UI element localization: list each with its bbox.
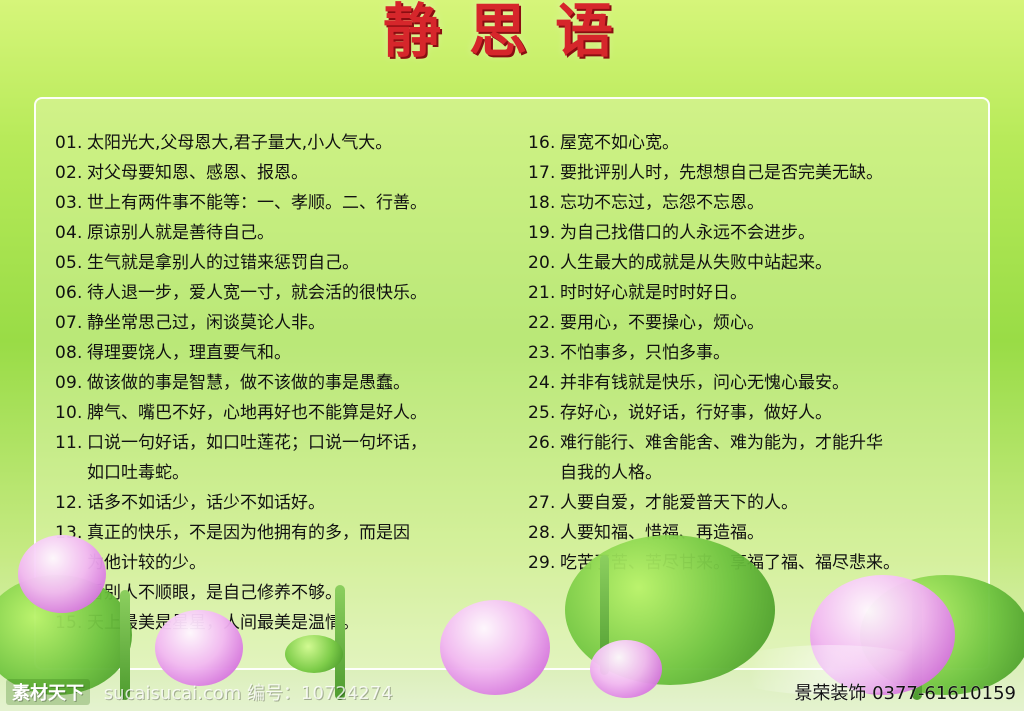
quote-number: 08.	[55, 343, 83, 363]
quote-text: 话多不如话少，话少不如话好。	[87, 493, 325, 513]
quote-item: 06. 待人退一步，爱人宽一寸，就会活的很快乐。	[55, 278, 515, 308]
quote-number: 22.	[528, 313, 556, 333]
quote-item: 19. 为自己找借口的人永远不会进步。	[528, 218, 988, 248]
quote-number: 27.	[528, 493, 556, 513]
quote-number: 24.	[528, 373, 556, 393]
quote-text: 要批评别人时，先想想自己是否完美无缺。	[560, 163, 883, 183]
quote-number: 01.	[55, 133, 83, 153]
quote-item: 18. 忘功不忘过，忘怨不忘恩。	[528, 188, 988, 218]
quote-text: 得理要饶人，理直要气和。	[87, 343, 291, 363]
quote-item: 20. 人生最大的成就是从失败中站起来。	[528, 248, 988, 278]
quote-continuation: 为他计较的少。	[87, 553, 206, 573]
quote-item: 02. 对父母要知恩、感恩、报恩。	[55, 158, 515, 188]
quote-item: 08. 得理要饶人，理直要气和。	[55, 338, 515, 368]
quote-number: 07.	[55, 313, 83, 333]
quote-text: 人要自爱，才能爱普天下的人。	[560, 493, 798, 513]
quote-number: 03.	[55, 193, 83, 213]
quotes-panel	[34, 97, 990, 670]
quote-item: 05. 生气就是拿别人的过错来惩罚自己。	[55, 248, 515, 278]
left-quote-column: 01. 太阳光大,父母恩大,君子量大,小人气大。 02. 对父母要知恩、感恩、报…	[55, 128, 515, 638]
quote-item: 04. 原谅别人就是善待自己。	[55, 218, 515, 248]
quote-text: 人要知福、惜福、再造福。	[560, 523, 764, 543]
quote-text: 真正的快乐，不是因为他拥有的多，而是因	[87, 523, 410, 543]
quote-text: 要用心，不要操心，烦心。	[560, 313, 764, 333]
right-quote-column: 16. 屋宽不如心宽。 17. 要批评别人时，先想想自己是否完美无缺。 18. …	[528, 128, 988, 578]
watermark-logo: 素材天下	[6, 679, 90, 705]
quote-text: 不怕事多，只怕多事。	[560, 343, 730, 363]
quote-continuation: 自我的人格。	[560, 463, 662, 483]
quote-number: 19.	[528, 223, 556, 243]
quote-text: 人生最大的成就是从失败中站起来。	[560, 253, 832, 273]
quote-text: 看别人不顺眼，是自己修养不够。	[87, 583, 342, 603]
quote-item: 25. 存好心，说好话，行好事，做好人。	[528, 398, 988, 428]
quote-number: 26.	[528, 433, 556, 453]
quote-number: 29.	[528, 553, 556, 573]
quote-text: 太阳光大,父母恩大,君子量大,小人气大。	[87, 133, 393, 153]
quote-continuation: 如口吐毒蛇。	[87, 463, 189, 483]
quote-number: 05.	[55, 253, 83, 273]
contact-footer: 景荣装饰 0377-61610159	[794, 683, 1016, 704]
quote-number: 06.	[55, 283, 83, 303]
quote-number: 21.	[528, 283, 556, 303]
quote-item: 11. 口说一句好话，如口吐莲花；口说一句坏话，	[55, 428, 515, 458]
quote-text: 天上最美是星星，人间最美是温情。	[87, 613, 359, 633]
quote-item: 27. 人要自爱，才能爱普天下的人。	[528, 488, 988, 518]
quote-text: 存好心，说好话，行好事，做好人。	[560, 403, 832, 423]
quote-text: 口说一句好话，如口吐莲花；口说一句坏话，	[87, 433, 427, 453]
quote-item: 15. 天上最美是星星，人间最美是温情。	[55, 608, 515, 638]
watermark-footer: 素材天下 sucaisucai.com 编号：10724274	[6, 679, 393, 705]
quote-item: 26. 难行能行、难舍能舍、难为能为，才能升华	[528, 428, 988, 458]
quote-number: 18.	[528, 193, 556, 213]
quote-text: 原谅别人就是善待自己。	[87, 223, 274, 243]
quote-number: 25.	[528, 403, 556, 423]
quote-number: 14.	[55, 583, 83, 603]
quote-text: 脾气、嘴巴不好，心地再好也不能算是好人。	[87, 403, 427, 423]
quote-item: 14. 看别人不顺眼，是自己修养不够。	[55, 578, 515, 608]
quote-item: 21. 时时好心就是时时好日。	[528, 278, 988, 308]
quote-text: 吃苦了苦、苦尽甘来。享福了福、福尽悲来。	[560, 553, 900, 573]
quote-item: 16. 屋宽不如心宽。	[528, 128, 988, 158]
quote-number: 20.	[528, 253, 556, 273]
quote-text: 并非有钱就是快乐，问心无愧心最安。	[560, 373, 849, 393]
quote-item: 09. 做该做的事是智慧，做不该做的事是愚蠢。	[55, 368, 515, 398]
quote-number: 10.	[55, 403, 83, 423]
quote-item: 29. 吃苦了苦、苦尽甘来。享福了福、福尽悲来。	[528, 548, 988, 578]
quote-text: 世上有两件事不能等：一、孝顺。二、行善。	[87, 193, 427, 213]
quote-item: 22. 要用心，不要操心，烦心。	[528, 308, 988, 338]
quote-text: 屋宽不如心宽。	[560, 133, 679, 153]
quote-item: 13. 真正的快乐，不是因为他拥有的多，而是因	[55, 518, 515, 548]
quote-number: 17.	[528, 163, 556, 183]
quote-text: 待人退一步，爱人宽一寸，就会活的很快乐。	[87, 283, 427, 303]
quote-text: 静坐常思己过，闲谈莫论人非。	[87, 313, 325, 333]
quote-item: 01. 太阳光大,父母恩大,君子量大,小人气大。	[55, 128, 515, 158]
quote-number: 28.	[528, 523, 556, 543]
quote-text: 难行能行、难舍能舍、难为能为，才能升华	[560, 433, 883, 453]
quote-item: 12. 话多不如话少，话少不如话好。	[55, 488, 515, 518]
quote-item: 17. 要批评别人时，先想想自己是否完美无缺。	[528, 158, 988, 188]
quote-text: 生气就是拿别人的过错来惩罚自己。	[87, 253, 359, 273]
quote-item: 10. 脾气、嘴巴不好，心地再好也不能算是好人。	[55, 398, 515, 428]
quote-item: 28. 人要知福、惜福、再造福。	[528, 518, 988, 548]
quote-number: 16.	[528, 133, 556, 153]
quote-number: 23.	[528, 343, 556, 363]
quote-number: 15.	[55, 613, 83, 633]
quote-number: 11.	[55, 433, 83, 453]
quote-text: 忘功不忘过，忘怨不忘恩。	[560, 193, 764, 213]
quote-number: 02.	[55, 163, 83, 183]
quote-number: 13.	[55, 523, 83, 543]
quote-text: 时时好心就是时时好日。	[560, 283, 747, 303]
quote-text: 为自己找借口的人永远不会进步。	[560, 223, 815, 243]
quote-item: 03. 世上有两件事不能等：一、孝顺。二、行善。	[55, 188, 515, 218]
quote-text: 做该做的事是智慧，做不该做的事是愚蠢。	[87, 373, 410, 393]
quote-text: 对父母要知恩、感恩、报恩。	[87, 163, 308, 183]
quote-item: 23. 不怕事多，只怕多事。	[528, 338, 988, 368]
watermark-text: sucaisucai.com 编号：10724274	[103, 683, 393, 704]
quote-number: 04.	[55, 223, 83, 243]
quote-number: 09.	[55, 373, 83, 393]
quote-number: 12.	[55, 493, 83, 513]
quote-item: 07. 静坐常思己过，闲谈莫论人非。	[55, 308, 515, 338]
quote-item: 24. 并非有钱就是快乐，问心无愧心最安。	[528, 368, 988, 398]
page-title: 静思语	[382, 0, 641, 65]
